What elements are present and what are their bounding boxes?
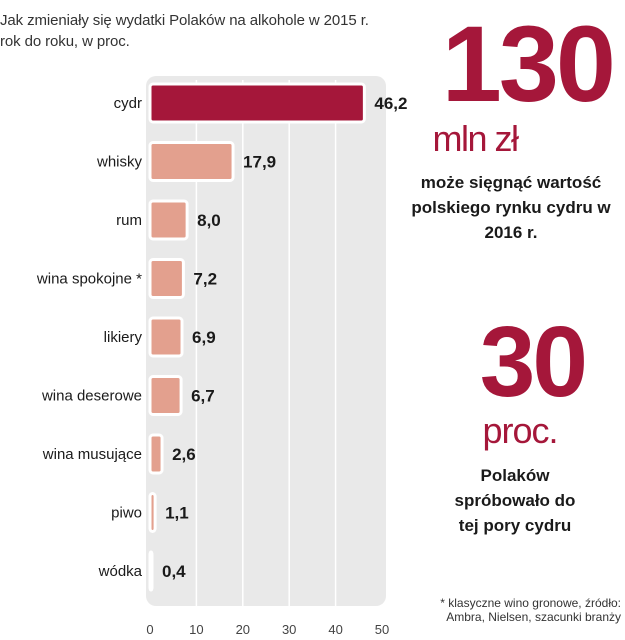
category-label: likiery	[104, 329, 143, 346]
bar	[148, 316, 184, 358]
chart-title: Jak zmieniały się wydatki Polaków na alk…	[0, 12, 369, 50]
value-label: 0,4	[162, 562, 186, 581]
category-label: cydr	[114, 95, 142, 112]
bar	[148, 258, 185, 299]
category-label: wina spokojne *	[36, 271, 142, 288]
x-axis-ticks: 0 10 20 30 40 50	[146, 622, 389, 637]
category-label: wódka	[98, 563, 143, 580]
value-labels: 46,2 17,9 8,0 7,2 6,9 6,7 2,6 1,1 0,4	[162, 94, 407, 581]
bar	[148, 550, 154, 592]
stat-1-number: 130	[441, 3, 616, 124]
stat-2-number: 30	[479, 306, 588, 418]
x-tick-label: 10	[189, 622, 203, 637]
value-label: 7,2	[193, 270, 217, 289]
category-label: piwo	[111, 505, 142, 522]
value-label: 6,7	[191, 387, 215, 406]
value-label: 6,9	[192, 328, 216, 347]
bars	[148, 82, 366, 592]
stat-1-unit: mln zł	[432, 118, 519, 159]
value-label: 2,6	[172, 445, 196, 464]
bar	[148, 375, 183, 416]
plot-background	[146, 76, 386, 606]
category-label: wina deserowe	[41, 388, 142, 405]
value-label: 46,2	[374, 94, 407, 113]
x-tick-label: 0	[146, 622, 153, 637]
stat-2-unit: proc.	[482, 410, 558, 451]
bar	[148, 82, 366, 124]
x-tick-label: 40	[328, 622, 342, 637]
value-label: 8,0	[197, 211, 221, 230]
stat-1-description: może sięgnąć wartość polskiego rynku cyd…	[411, 173, 611, 242]
category-labels: cydr whisky rum wina spokojne * likiery wina …	[36, 95, 143, 580]
stat-2-description: Polaków spróbowało do tej pory cydru	[454, 466, 576, 535]
footnote: * klasyczne wino gronowe, źródło: Ambra,…	[440, 596, 621, 624]
x-tick-label: 30	[282, 622, 296, 637]
bar	[148, 141, 235, 182]
category-label: wina musujące	[42, 446, 142, 463]
x-tick-label: 20	[236, 622, 250, 637]
category-label: whisky	[96, 154, 143, 171]
bar	[148, 492, 157, 533]
x-tick-label: 50	[375, 622, 389, 637]
value-label: 1,1	[165, 504, 189, 523]
bar	[148, 199, 189, 241]
category-label: rum	[116, 212, 142, 229]
bar	[148, 433, 164, 475]
value-label: 17,9	[243, 153, 276, 172]
